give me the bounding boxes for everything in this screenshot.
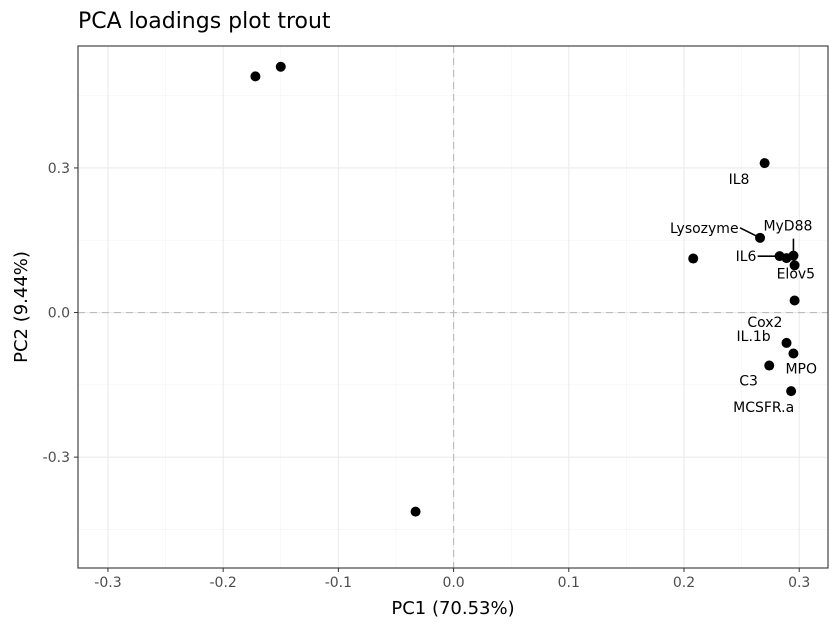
point-label: Elov5 — [777, 266, 816, 282]
point-label: IL6 — [736, 249, 757, 265]
x-tick-label: 0.3 — [788, 575, 810, 591]
point-label: MyD88 — [763, 219, 812, 235]
data-point — [250, 71, 261, 82]
data-point — [275, 61, 286, 72]
y-tick-label: -0.3 — [43, 450, 70, 466]
data-point — [688, 253, 699, 264]
point-label: MCSFR.a — [733, 400, 794, 416]
x-tick-label: 0.1 — [558, 575, 580, 591]
point-label: Cox2 — [747, 315, 782, 331]
x-tick-label: -0.1 — [325, 575, 352, 591]
data-point — [410, 506, 421, 517]
x-axis-title: PC1 (70.53%) — [391, 598, 514, 619]
reference-lines — [78, 46, 828, 568]
x-tick-label: 0.2 — [673, 575, 695, 591]
data-point — [764, 360, 775, 371]
point-labels-layer: IL8 Lysozyme IL6 MyD88 Elov5 IL.1b MPO C3 MCSFR.… — [670, 172, 817, 416]
data-point — [789, 260, 800, 271]
data-point — [786, 386, 797, 397]
x-tick-label: 0.0 — [442, 575, 464, 591]
point-label: C3 — [739, 374, 758, 390]
data-point — [781, 337, 792, 348]
point-label: IL8 — [729, 172, 750, 188]
chart-title: PCA loadings plot trout — [78, 9, 331, 34]
point-label: Lysozyme — [670, 221, 739, 237]
data-point — [759, 158, 770, 169]
x-tick-label: -0.2 — [209, 575, 236, 591]
y-tick-label: 0.3 — [48, 161, 70, 177]
y-tick-label: 0.0 — [48, 306, 70, 322]
y-axis-title: PC2 (9.44%) — [11, 251, 32, 363]
point-label: IL.1b — [737, 329, 771, 345]
plot-panel-border — [77, 45, 829, 569]
points-layer — [250, 61, 800, 517]
data-point — [789, 295, 800, 306]
y-axis: -0.3 0.0 0.3 — [43, 161, 78, 466]
data-point — [755, 232, 766, 243]
data-point — [788, 250, 799, 261]
x-tick-label: -0.3 — [94, 575, 121, 591]
data-point — [788, 348, 799, 359]
x-axis: -0.3 -0.2 -0.1 0.0 0.1 0.2 0.3 — [94, 568, 810, 591]
point-label: MPO — [785, 362, 817, 378]
